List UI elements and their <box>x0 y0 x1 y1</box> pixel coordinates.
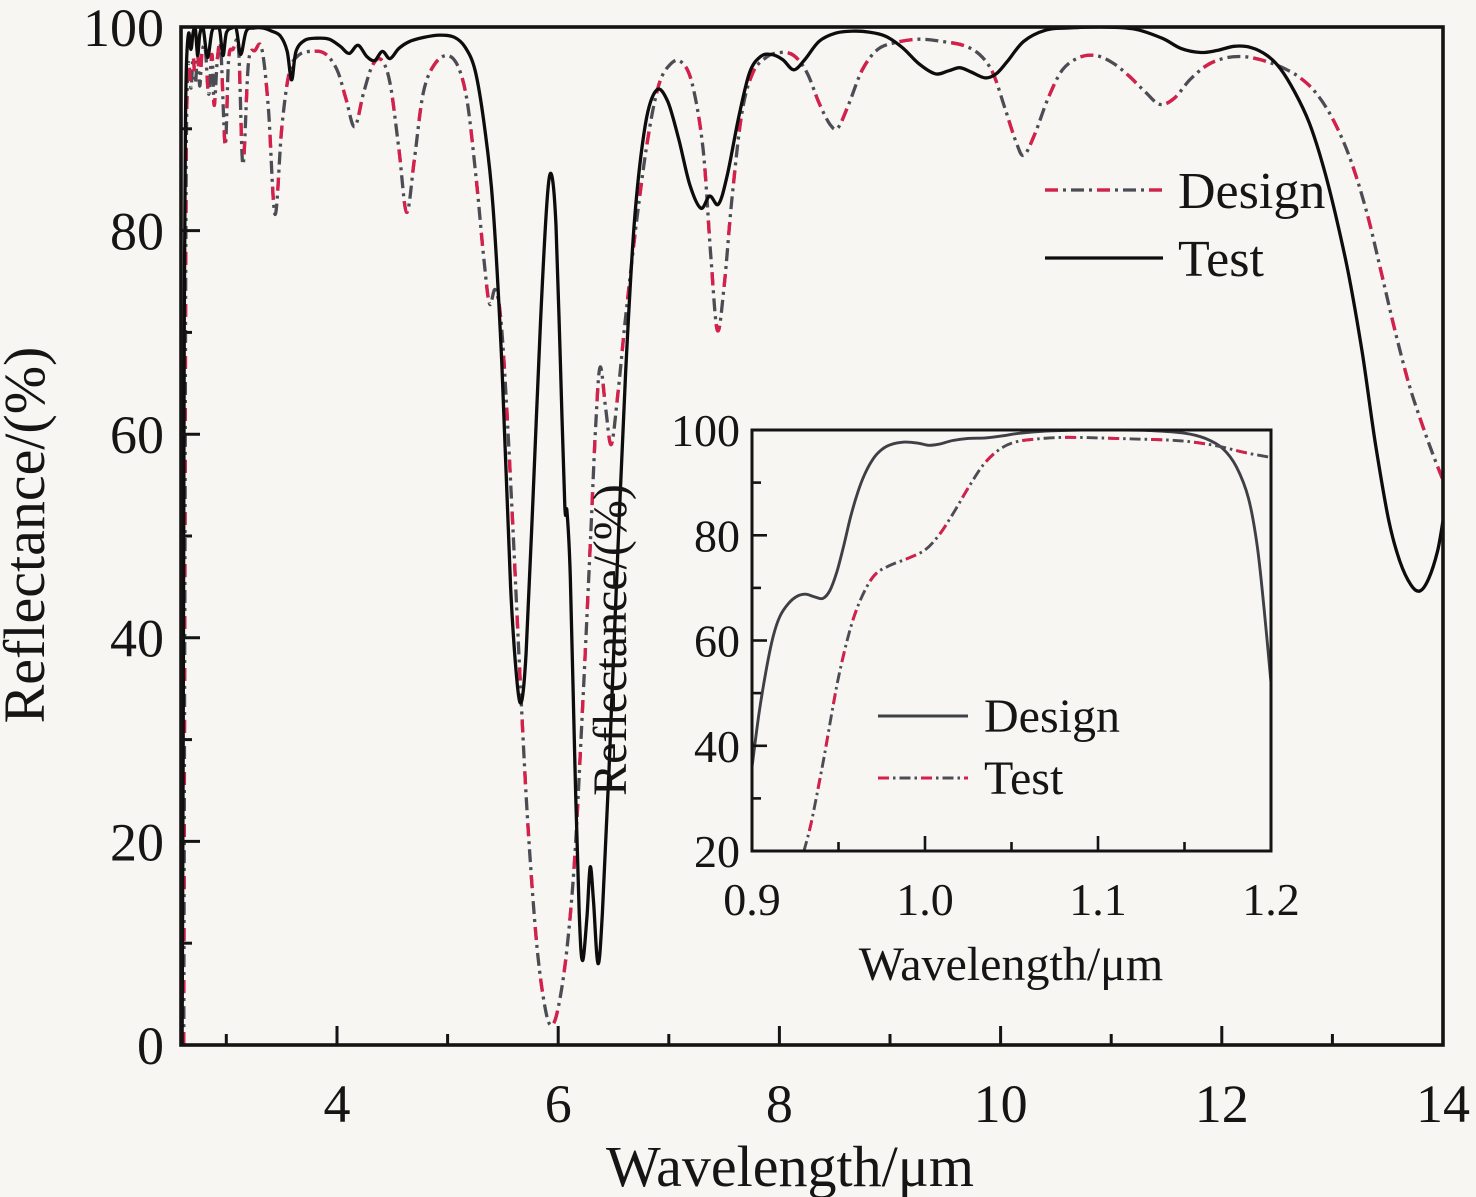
inset-x-tick-label: 1.2 <box>1242 874 1300 925</box>
inset-x-axis-title: Wavelength/μm <box>859 938 1163 991</box>
inset-y-tick-label: 100 <box>671 405 740 456</box>
main-x-tick-label: 12 <box>1195 1074 1249 1134</box>
inset-x-tick-label: 0.9 <box>723 874 781 925</box>
main-y-tick-label: 40 <box>110 609 164 669</box>
main-x-tick-label: 14 <box>1416 1074 1470 1134</box>
main-x-tick-label: 8 <box>766 1074 793 1134</box>
main-x-axis-title: Wavelength/μm <box>606 1134 974 1197</box>
main-legend-label-design: Design <box>1178 163 1325 220</box>
main-x-tick-label: 4 <box>324 1074 351 1134</box>
inset-plot: 0.9 1.0 1.1 1.2 20 40 60 80 100 Wavelength/μm Refl… <box>584 405 1300 991</box>
main-series-layer <box>181 27 1443 1045</box>
main-y-axis-title: Reflectance/(%) <box>0 347 57 724</box>
inset-x-tick-label: 1.1 <box>1069 874 1127 925</box>
main-y-tick-label: 60 <box>110 405 164 465</box>
inset-y-tick-label: 60 <box>694 616 740 667</box>
inset-y-tick-label: 80 <box>694 510 740 561</box>
main-x-tick-label: 10 <box>974 1074 1028 1134</box>
inset-legend-label-design: Design <box>984 690 1120 743</box>
main-y-tick-label: 80 <box>110 202 164 262</box>
inset-x-tick-label: 1.0 <box>896 874 954 925</box>
inset-y-tick-label: 40 <box>694 721 740 772</box>
inset-curve-design <box>752 430 1271 767</box>
main-y-tick-label: 20 <box>110 812 164 872</box>
main-y-tick-label: 100 <box>83 0 164 58</box>
inset-y-axis-title: Reflectance/(%) <box>584 484 637 796</box>
main-curve-test <box>181 27 1443 1045</box>
inset-y-tick-label: 20 <box>694 826 740 877</box>
inset-legend-label-test: Test <box>984 752 1064 805</box>
inset-series-layer <box>752 430 1271 851</box>
main-x-tick-label: 6 <box>545 1074 572 1134</box>
main-legend-label-test: Test <box>1178 231 1264 288</box>
main-y-tick-label: 0 <box>137 1016 164 1076</box>
